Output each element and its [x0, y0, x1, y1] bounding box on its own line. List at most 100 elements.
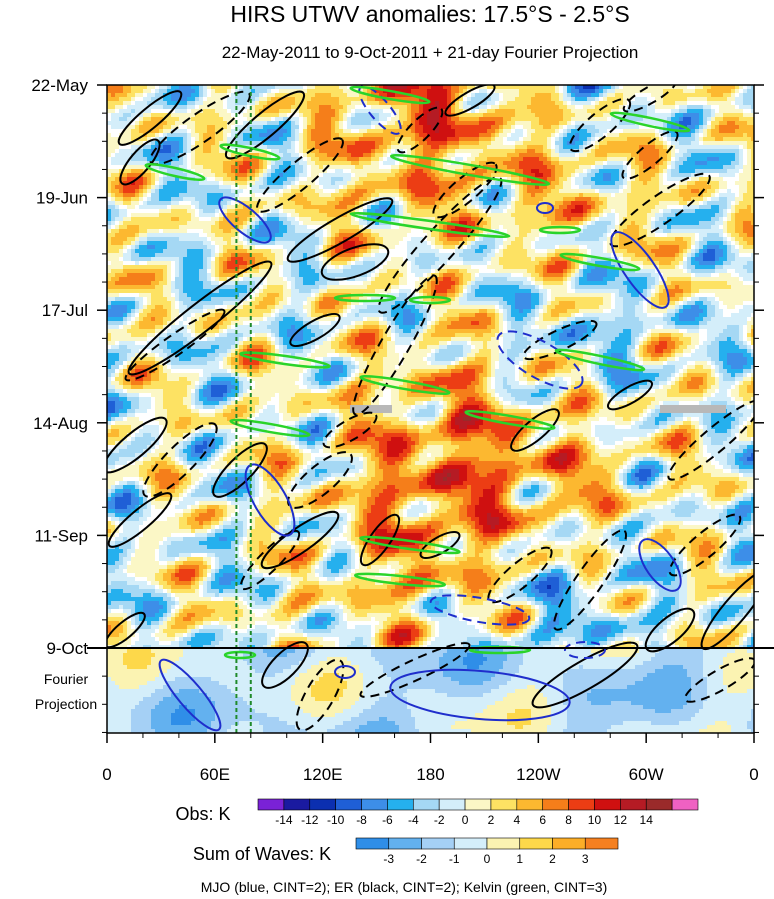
y-tick-label: 17-Jul	[42, 301, 88, 320]
er-contour	[621, 130, 679, 180]
kelvin-contour	[229, 418, 311, 438]
obs-colorbar-tick-label: 0	[462, 813, 469, 827]
waves-colorbar-tick-label: 3	[582, 852, 589, 866]
y-axis: 22-May 19-Jun 17-Jul 14-Aug 11-Sep 9-Oct	[31, 76, 764, 733]
heatmap-field	[107, 85, 754, 733]
waves-colorbar-tick-label: -3	[383, 852, 394, 866]
obs-colorbar-swatch	[387, 798, 414, 811]
kelvin-contour	[359, 535, 461, 555]
waves-colorbar-swatch	[584, 837, 619, 850]
kelvin-contour	[538, 225, 582, 235]
kelvin-contour	[609, 111, 691, 133]
waves-colorbar-tick-label: -2	[416, 852, 427, 866]
obs-colorbar-swatch	[438, 798, 466, 811]
x-tick-label: 180	[416, 765, 444, 784]
obs-colorbar-tick-label: -12	[301, 813, 319, 827]
waves-colorbar-swatch	[388, 837, 422, 850]
obs-colorbar-swatch	[620, 798, 647, 811]
er-contour	[107, 416, 168, 474]
er-contour	[142, 422, 218, 498]
er-contour	[322, 411, 378, 449]
projection-label-line2: Projection	[35, 696, 97, 712]
legend-footnote: MJO (blue, CINT=2); ER (black, CINT=2); …	[201, 879, 608, 895]
mjo-contour	[429, 594, 531, 626]
er-contour	[668, 513, 742, 577]
missing-data-mark	[350, 405, 392, 413]
kelvin-contour	[559, 252, 641, 272]
mjo-contour	[610, 231, 670, 309]
x-tick-label: 60W	[629, 765, 664, 784]
obs-colorbar-swatch	[257, 798, 285, 811]
er-contour	[352, 274, 438, 416]
chart-title: HIRS UTWV anomalies: 17.5°S - 2.5°S	[230, 1, 629, 27]
er-contour	[444, 85, 496, 117]
er-contour	[107, 611, 146, 649]
obs-colorbar-tick-label: -4	[408, 813, 419, 827]
er-contour	[149, 90, 251, 166]
waves-colorbar-swatch	[486, 837, 521, 850]
obs-colorbar-tick-label: 12	[614, 813, 628, 827]
obs-colorbar-tick-label: 8	[565, 813, 572, 827]
x-tick-label: 60E	[200, 765, 230, 784]
obs-colorbar-tick-label: -8	[356, 813, 367, 827]
x-tick-label: 120W	[516, 765, 560, 784]
obs-colorbar-tick-label: -2	[434, 813, 445, 827]
y-tick-label: 22-May	[31, 76, 88, 95]
obs-colorbar-tick-label: -14	[275, 813, 293, 827]
er-contour	[224, 90, 306, 160]
er-contour	[522, 319, 598, 361]
kelvin-contour	[223, 650, 257, 660]
er-contour	[287, 451, 353, 509]
obs-colorbar-swatch	[283, 798, 311, 811]
er-contour	[552, 529, 628, 631]
y-tick-label: 11-Sep	[34, 526, 88, 545]
mjo-contour	[496, 330, 584, 390]
obs-colorbar-swatch	[568, 798, 595, 811]
er-contour	[127, 260, 273, 376]
waves-colorbar-swatch	[552, 837, 586, 850]
waves-colorbar-swatch	[421, 837, 455, 850]
er-contour	[684, 657, 754, 703]
y-tick-label: 19-Jun	[36, 189, 88, 208]
mjo-contour	[536, 202, 554, 214]
er-contour	[117, 90, 183, 146]
waves-colorbar-tick-label: 1	[516, 852, 523, 866]
wave-contours	[107, 85, 754, 732]
kelvin-contour	[464, 409, 556, 431]
obs-colorbar-tick-label: 14	[640, 813, 654, 827]
er-contour	[487, 546, 553, 604]
obs-colorbar-swatch	[309, 798, 336, 811]
y-tick-label: 14-Aug	[33, 414, 88, 433]
er-contour	[667, 399, 754, 481]
obs-colorbar-tick-label: 4	[513, 813, 520, 827]
waves-colorbar-tick-label: 2	[549, 852, 556, 866]
obs-colorbar-swatch	[412, 798, 440, 811]
er-contour	[320, 243, 390, 281]
waves-colorbar-swatch	[453, 837, 488, 850]
er-contour	[261, 641, 309, 689]
er-contour	[432, 161, 498, 219]
obs-colorbar-swatch	[464, 798, 492, 811]
waves-colorbar-swatch	[519, 837, 553, 850]
mjo-contour	[334, 665, 356, 679]
obs-colorbar-swatch	[516, 798, 544, 811]
waves-colorbar-tick-label: -1	[449, 852, 460, 866]
kelvin-contour	[389, 154, 551, 186]
x-tick-label: 0	[102, 765, 111, 784]
obs-colorbar-swatch	[671, 798, 699, 811]
kelvin-contour	[349, 85, 431, 105]
er-contour	[295, 658, 345, 732]
chart-subtitle: 22-May-2011 to 9-Oct-2011 + 21-day Fouri…	[222, 43, 639, 62]
er-contour	[107, 492, 173, 548]
waves-colorbar-swatch	[355, 837, 390, 850]
waves-colorbar: -3 -2 -1 0 1 2 3	[355, 837, 619, 866]
er-contour	[359, 642, 471, 698]
er-contour	[124, 308, 226, 382]
mjo-contour	[158, 658, 222, 732]
y-tick-label: 9-Oct	[46, 639, 88, 658]
obs-colorbar-tick-label: -6	[382, 813, 393, 827]
er-contour	[531, 641, 639, 709]
obs-colorbar-swatch	[645, 798, 673, 811]
er-contour	[644, 607, 696, 653]
